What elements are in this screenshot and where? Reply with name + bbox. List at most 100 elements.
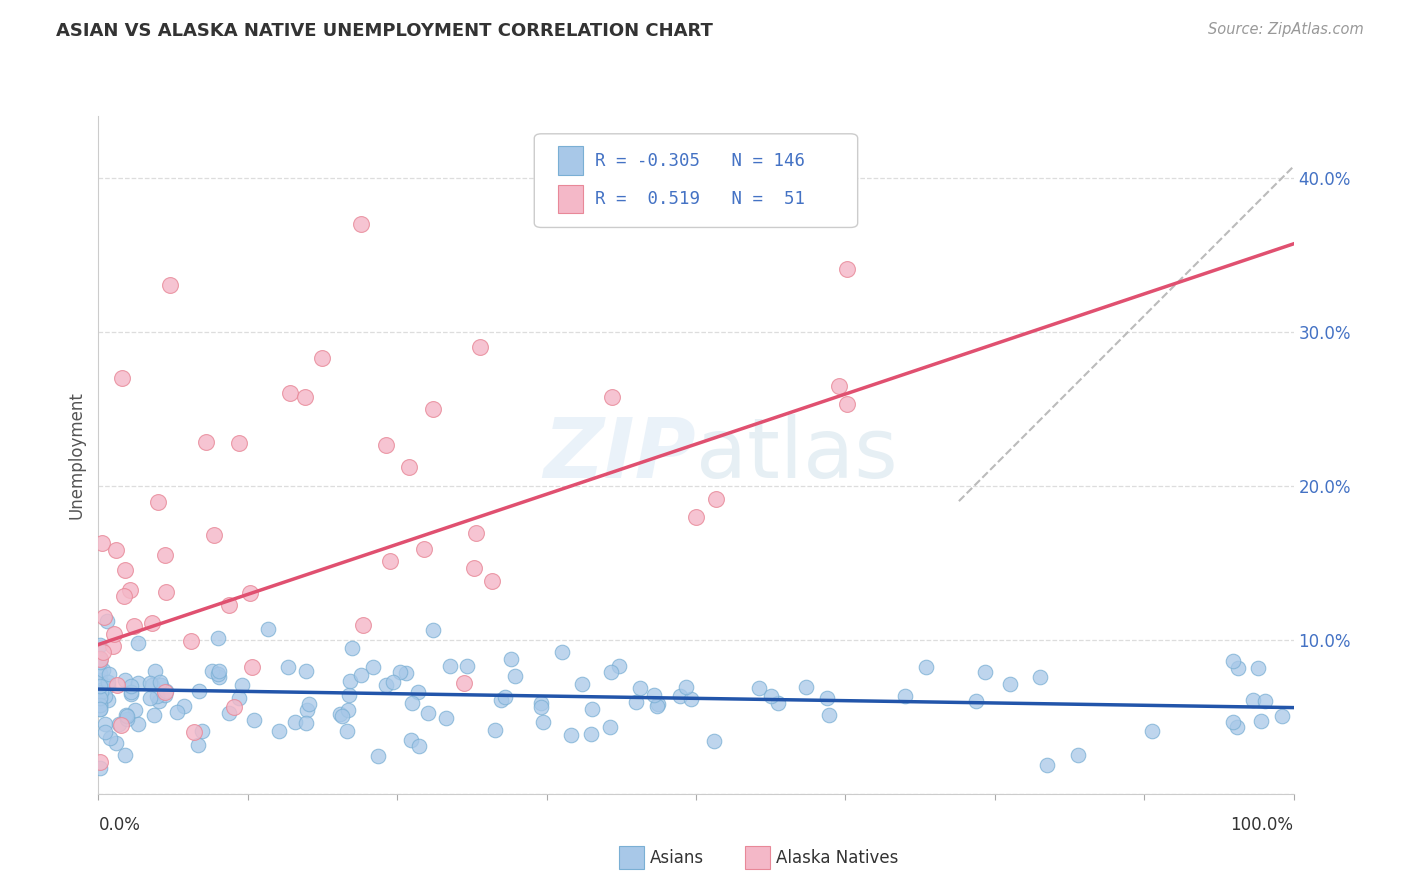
- Point: [98, 731, 121, 745]
- Point: [240, 660, 263, 674]
- Point: [89, 651, 111, 665]
- Point: [465, 526, 488, 541]
- Point: [103, 627, 125, 641]
- Point: [201, 665, 224, 679]
- Point: [139, 691, 162, 706]
- Point: [1067, 748, 1090, 763]
- Point: [395, 666, 418, 681]
- Point: [89, 639, 111, 653]
- Point: [173, 699, 195, 714]
- Point: [401, 733, 423, 747]
- Point: [311, 351, 333, 365]
- Point: [1250, 714, 1272, 729]
- Point: [703, 734, 725, 748]
- Point: [91, 645, 114, 659]
- Point: [89, 666, 111, 681]
- Point: [531, 715, 554, 730]
- Point: [609, 658, 631, 673]
- Point: [463, 560, 485, 574]
- Text: 0.0%: 0.0%: [98, 816, 141, 834]
- Point: [124, 703, 146, 717]
- Point: [114, 673, 136, 688]
- Point: [91, 663, 114, 677]
- Point: [530, 696, 553, 710]
- Point: [456, 659, 478, 673]
- Point: [439, 658, 461, 673]
- Point: [141, 678, 163, 692]
- Point: [89, 655, 111, 669]
- Point: [110, 717, 132, 731]
- Point: [704, 492, 727, 507]
- Point: [748, 681, 770, 696]
- Point: [1271, 709, 1294, 723]
- Point: [628, 681, 651, 695]
- Point: [337, 703, 360, 717]
- Text: atlas: atlas: [696, 415, 897, 495]
- Point: [340, 641, 363, 656]
- Point: [112, 589, 135, 603]
- Point: [406, 685, 429, 699]
- Point: [94, 689, 117, 703]
- Point: [915, 660, 938, 674]
- Point: [382, 674, 405, 689]
- Point: [207, 664, 229, 678]
- Point: [89, 698, 111, 713]
- Point: [101, 640, 124, 654]
- Text: R =  0.519   N =  51: R = 0.519 N = 51: [595, 190, 804, 208]
- Point: [361, 660, 384, 674]
- Point: [401, 696, 423, 710]
- Point: [581, 702, 603, 716]
- Point: [194, 435, 217, 450]
- Point: [243, 713, 266, 727]
- Point: [139, 676, 162, 690]
- Point: [579, 727, 602, 741]
- Point: [489, 693, 512, 707]
- Point: [89, 755, 111, 769]
- Point: [645, 699, 668, 714]
- Point: [155, 684, 177, 698]
- Point: [375, 437, 398, 451]
- Point: [339, 674, 361, 689]
- Point: [256, 622, 278, 636]
- Point: [380, 554, 402, 568]
- Point: [367, 748, 389, 763]
- Point: [149, 674, 172, 689]
- Point: [142, 708, 165, 723]
- Point: [207, 670, 229, 684]
- Point: [89, 698, 111, 712]
- Point: [283, 714, 305, 729]
- Point: [837, 397, 859, 411]
- Point: [141, 615, 163, 630]
- Point: [89, 691, 111, 706]
- Point: [104, 736, 127, 750]
- Point: [89, 652, 111, 666]
- Point: [1000, 676, 1022, 690]
- Point: [571, 677, 593, 691]
- Point: [98, 667, 121, 681]
- Point: [89, 694, 111, 708]
- Point: [180, 634, 202, 648]
- Point: [239, 586, 262, 600]
- Point: [389, 665, 412, 680]
- Point: [600, 391, 623, 405]
- Point: [453, 676, 475, 690]
- Point: [484, 723, 506, 737]
- Point: [499, 651, 522, 665]
- Point: [647, 697, 669, 711]
- Point: [408, 739, 430, 753]
- Point: [114, 563, 136, 577]
- Point: [1029, 669, 1052, 683]
- Point: [835, 261, 858, 276]
- Point: [127, 676, 149, 690]
- Point: [560, 728, 582, 742]
- Point: [643, 688, 665, 702]
- Point: [818, 707, 841, 722]
- Point: [202, 527, 225, 541]
- Point: [277, 660, 299, 674]
- Point: [111, 371, 134, 385]
- Point: [97, 693, 120, 707]
- Point: [122, 619, 145, 633]
- Point: [295, 703, 318, 717]
- Point: [1254, 694, 1277, 708]
- Point: [815, 690, 838, 705]
